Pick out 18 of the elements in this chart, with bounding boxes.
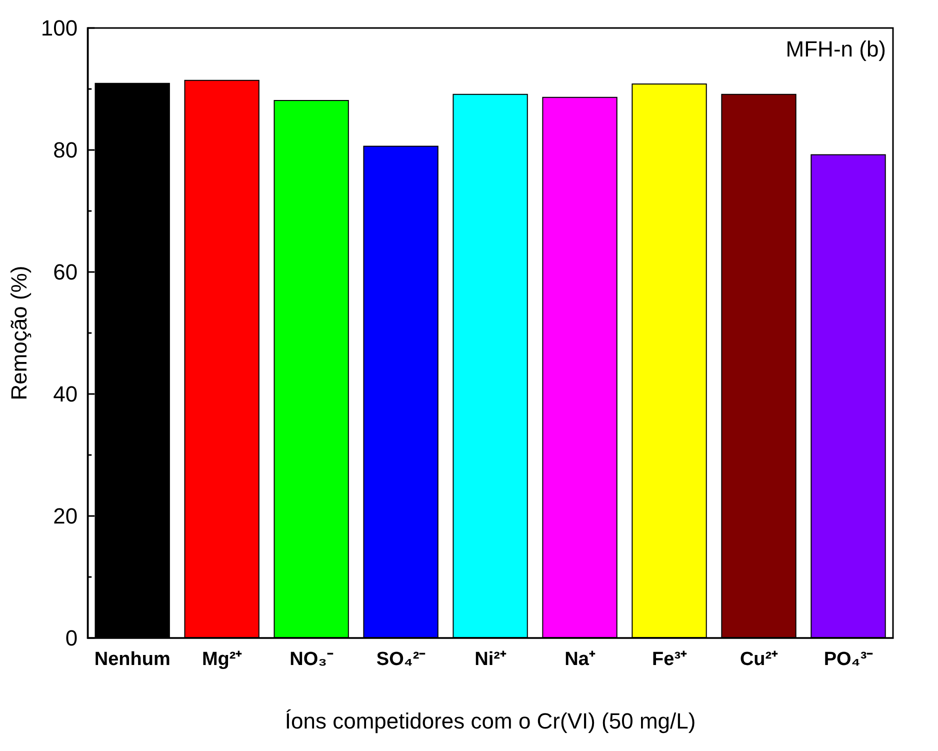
y-tick-label: 80 (53, 138, 78, 162)
x-tick-label: Mg²⁺ (202, 649, 243, 670)
x-tick-label: Fe³⁺ (652, 649, 688, 670)
y-axis-title: Remoção (%) (6, 266, 32, 400)
y-tick-label: 20 (53, 504, 78, 528)
x-axis-title: Íons competidores com o Cr(VI) (50 mg/L) (284, 708, 696, 734)
annotation: MFH-n (b) (786, 36, 886, 62)
y-tick-label: 40 (53, 382, 78, 406)
x-tick-label: SO₄²⁻ (376, 649, 426, 670)
y-tick-label: 60 (53, 260, 78, 284)
x-tick-label: Cu²⁺ (740, 649, 779, 670)
x-tick-label: PO₄³⁻ (824, 649, 874, 670)
y-tick-label: 0 (65, 626, 78, 650)
y-tick-label: 100 (40, 16, 78, 40)
x-tick-label: Nenhum (94, 649, 170, 670)
x-tick-label: NO₃⁻ (290, 649, 334, 670)
x-tick-label: Ni²⁺ (474, 649, 507, 670)
x-tick-label: Na⁺ (564, 649, 596, 670)
